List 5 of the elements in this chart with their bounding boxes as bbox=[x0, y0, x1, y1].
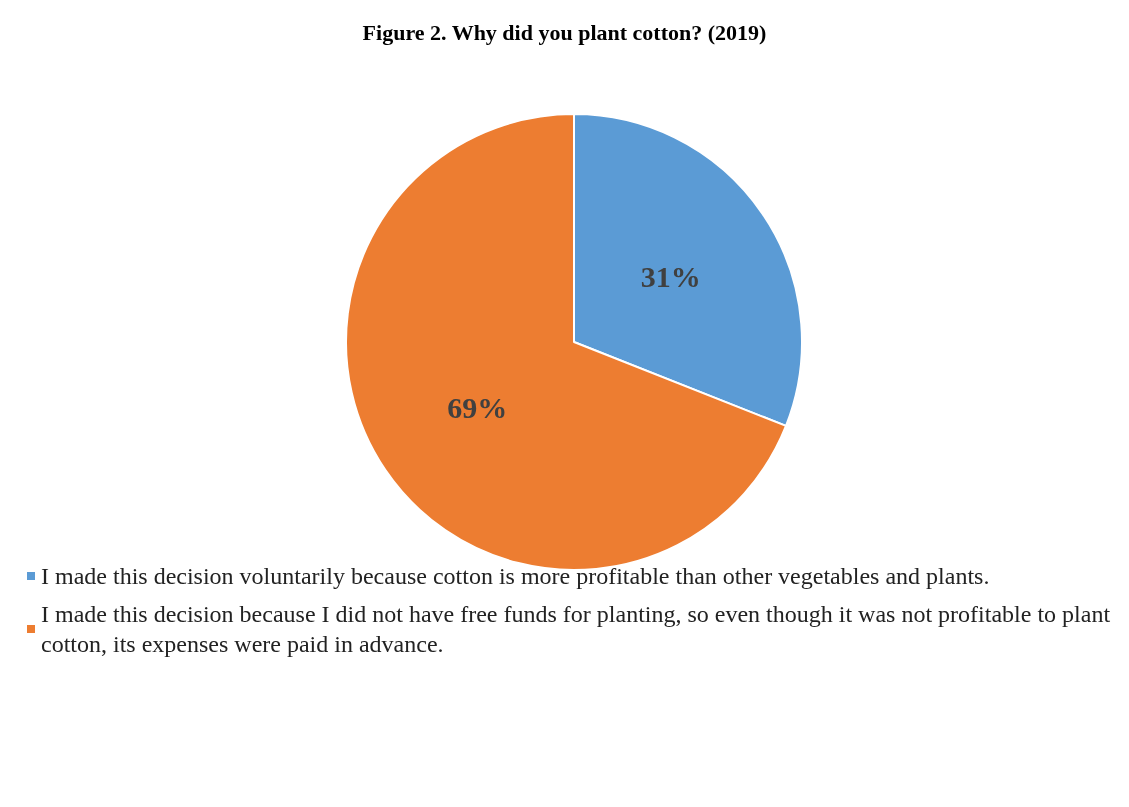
data-label: 69% bbox=[447, 391, 508, 425]
chart-title: Figure 2. Why did you plant cotton? (2019) bbox=[362, 19, 767, 45]
data-label: 31% bbox=[640, 259, 701, 293]
legend-label: I made this decision voluntarily because cotton is more profitable than other vegetables and plants. bbox=[41, 563, 990, 589]
legend-label: I made this decision because I did not have free funds for planting, so even though it was not profitable to plant cotton, its expenses were paid in advance. bbox=[41, 601, 1117, 657]
